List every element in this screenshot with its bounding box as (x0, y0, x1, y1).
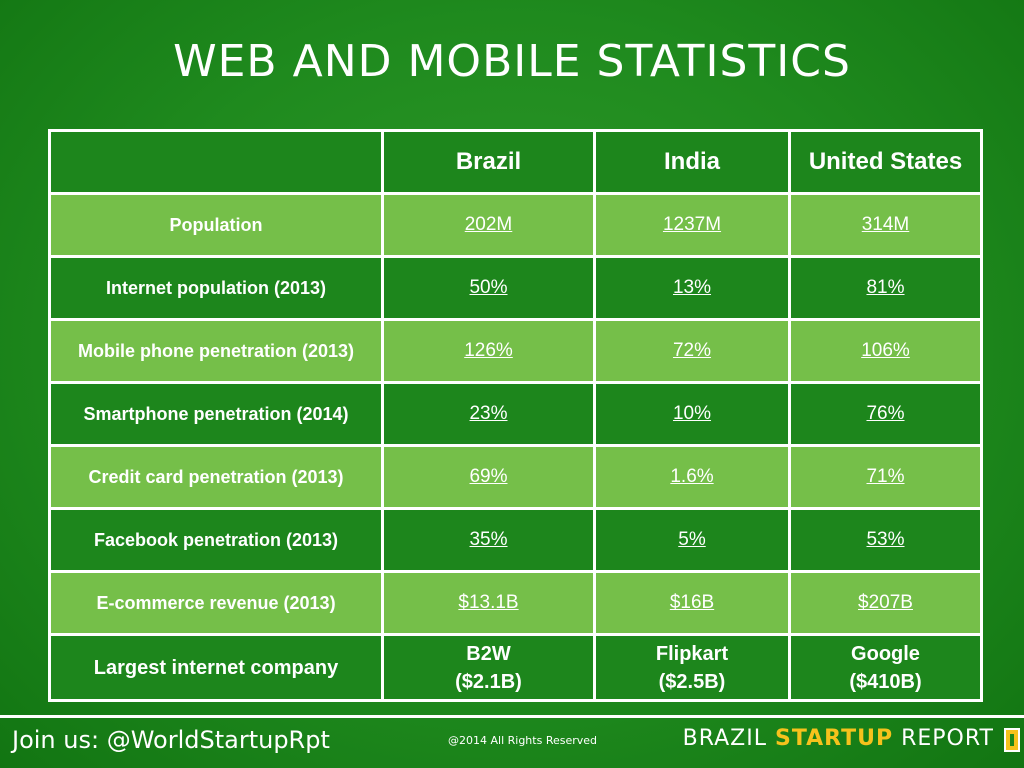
value-link-india[interactable]: 1237M (593, 192, 791, 258)
table-row: Facebook penetration (2013) 35% 5% 53% (48, 507, 983, 573)
table-header-row: Brazil India United States (48, 129, 983, 195)
company-cell-india: Flipkart ($2.5B) (593, 633, 791, 702)
brand-wordmark: BRAZIL STARTUP REPORT (683, 726, 994, 751)
company-name: Flipkart (655, 642, 729, 665)
value-link-brazil[interactable]: 23% (381, 381, 596, 447)
row-label: Largest internet company (48, 633, 384, 702)
brand-part-report: REPORT (893, 726, 994, 751)
value-link-brazil[interactable]: 69% (381, 444, 596, 510)
header-cell-brazil: Brazil (381, 129, 596, 195)
table-row: E-commerce revenue (2013) $13.1B $16B $2… (48, 570, 983, 636)
value-link-united-states[interactable]: $207B (788, 570, 983, 636)
value-link-india[interactable]: 10% (593, 381, 791, 447)
value-link-india[interactable]: 72% (593, 318, 791, 384)
table-row-largest-company: Largest internet company B2W ($2.1B) Fli… (48, 633, 983, 702)
company-name: B2W (466, 642, 511, 665)
value-link-brazil[interactable]: 126% (381, 318, 596, 384)
value-link-united-states[interactable]: 76% (788, 381, 983, 447)
company-value: ($2.5B) (658, 670, 726, 693)
value-link-india[interactable]: 13% (593, 255, 791, 321)
company-name: Google (851, 642, 920, 665)
header-cell-united-states: United States (788, 129, 983, 195)
header-cell-empty (48, 129, 384, 195)
value-link-united-states[interactable]: 106% (788, 318, 983, 384)
table-row: Population 202M 1237M 314M (48, 192, 983, 258)
table-row: Credit card penetration (2013) 69% 1.6% … (48, 444, 983, 510)
table-row: Mobile phone penetration (2013) 126% 72%… (48, 318, 983, 384)
brand-part-startup: STARTUP (774, 726, 894, 751)
value-link-united-states[interactable]: 53% (788, 507, 983, 573)
row-label: Facebook penetration (2013) (48, 507, 384, 573)
footer-divider (0, 715, 1024, 718)
company-value: ($410B) (849, 670, 922, 693)
table-row: Smartphone penetration (2014) 23% 10% 76… (48, 381, 983, 447)
statistics-table: Brazil India United States Population 20… (48, 129, 983, 702)
brand-part-brazil: BRAZIL (682, 726, 775, 751)
company-value: ($2.1B) (455, 670, 522, 693)
footer: Join us: @WorldStartupRpt @2014 All Righ… (0, 718, 1024, 768)
value-link-brazil[interactable]: 35% (381, 507, 596, 573)
join-us-text: Join us: @WorldStartupRpt (12, 726, 330, 754)
company-cell-united-states: Google ($410B) (788, 633, 983, 702)
page-title: WEB AND MOBILE STATISTICS (173, 36, 851, 87)
header-cell-india: India (593, 129, 791, 195)
row-label: E-commerce revenue (2013) (48, 570, 384, 636)
value-link-united-states[interactable]: 314M (788, 192, 983, 258)
row-label: Credit card penetration (2013) (48, 444, 384, 510)
value-link-india[interactable]: 1.6% (593, 444, 791, 510)
value-link-united-states[interactable]: 81% (788, 255, 983, 321)
company-cell-brazil: B2W ($2.1B) (381, 633, 596, 702)
brand-logo-icon (1004, 728, 1020, 752)
value-link-brazil[interactable]: 50% (381, 255, 596, 321)
value-link-india[interactable]: $16B (593, 570, 791, 636)
value-link-brazil[interactable]: 202M (381, 192, 596, 258)
copyright-text: @2014 All Rights Reserved (448, 734, 598, 747)
value-link-india[interactable]: 5% (593, 507, 791, 573)
row-label: Mobile phone penetration (2013) (48, 318, 384, 384)
value-link-united-states[interactable]: 71% (788, 444, 983, 510)
table-row: Internet population (2013) 50% 13% 81% (48, 255, 983, 321)
row-label: Smartphone penetration (2014) (48, 381, 384, 447)
value-link-brazil[interactable]: $13.1B (381, 570, 596, 636)
row-label: Population (48, 192, 384, 258)
row-label: Internet population (2013) (48, 255, 384, 321)
